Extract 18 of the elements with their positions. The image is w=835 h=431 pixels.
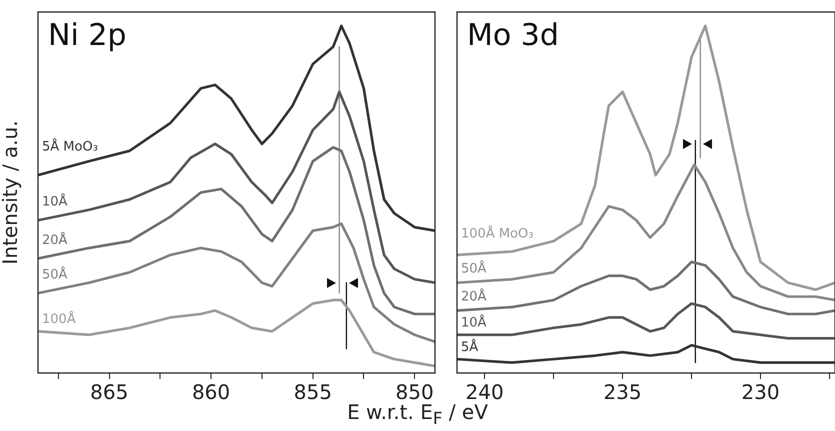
x-tick-label: 230 <box>741 380 780 404</box>
series-label: 50Å <box>42 266 68 283</box>
series-label: 50Å <box>461 260 487 277</box>
series-label: 5Å <box>461 338 478 355</box>
chart-title: Ni 2p <box>48 18 126 53</box>
x-tick-label: 235 <box>603 380 642 404</box>
y-axis-title: Intensity / a.u. <box>0 120 22 265</box>
x-tick-label: 860 <box>192 380 230 404</box>
series-label: 10Å <box>461 314 487 331</box>
x-tick-label: 865 <box>90 380 128 404</box>
series-label: 100Å MoO₃ <box>461 224 534 242</box>
series-label: 10Å <box>42 192 68 210</box>
series-label: 5Å MoO₃ <box>42 137 98 154</box>
series-label: 100Å <box>42 310 76 328</box>
x-tick-label: 855 <box>294 380 332 404</box>
series-label: 20Å <box>42 230 68 248</box>
chart-title: Mo 3d <box>467 18 559 53</box>
series-label: 20Å <box>461 287 487 304</box>
